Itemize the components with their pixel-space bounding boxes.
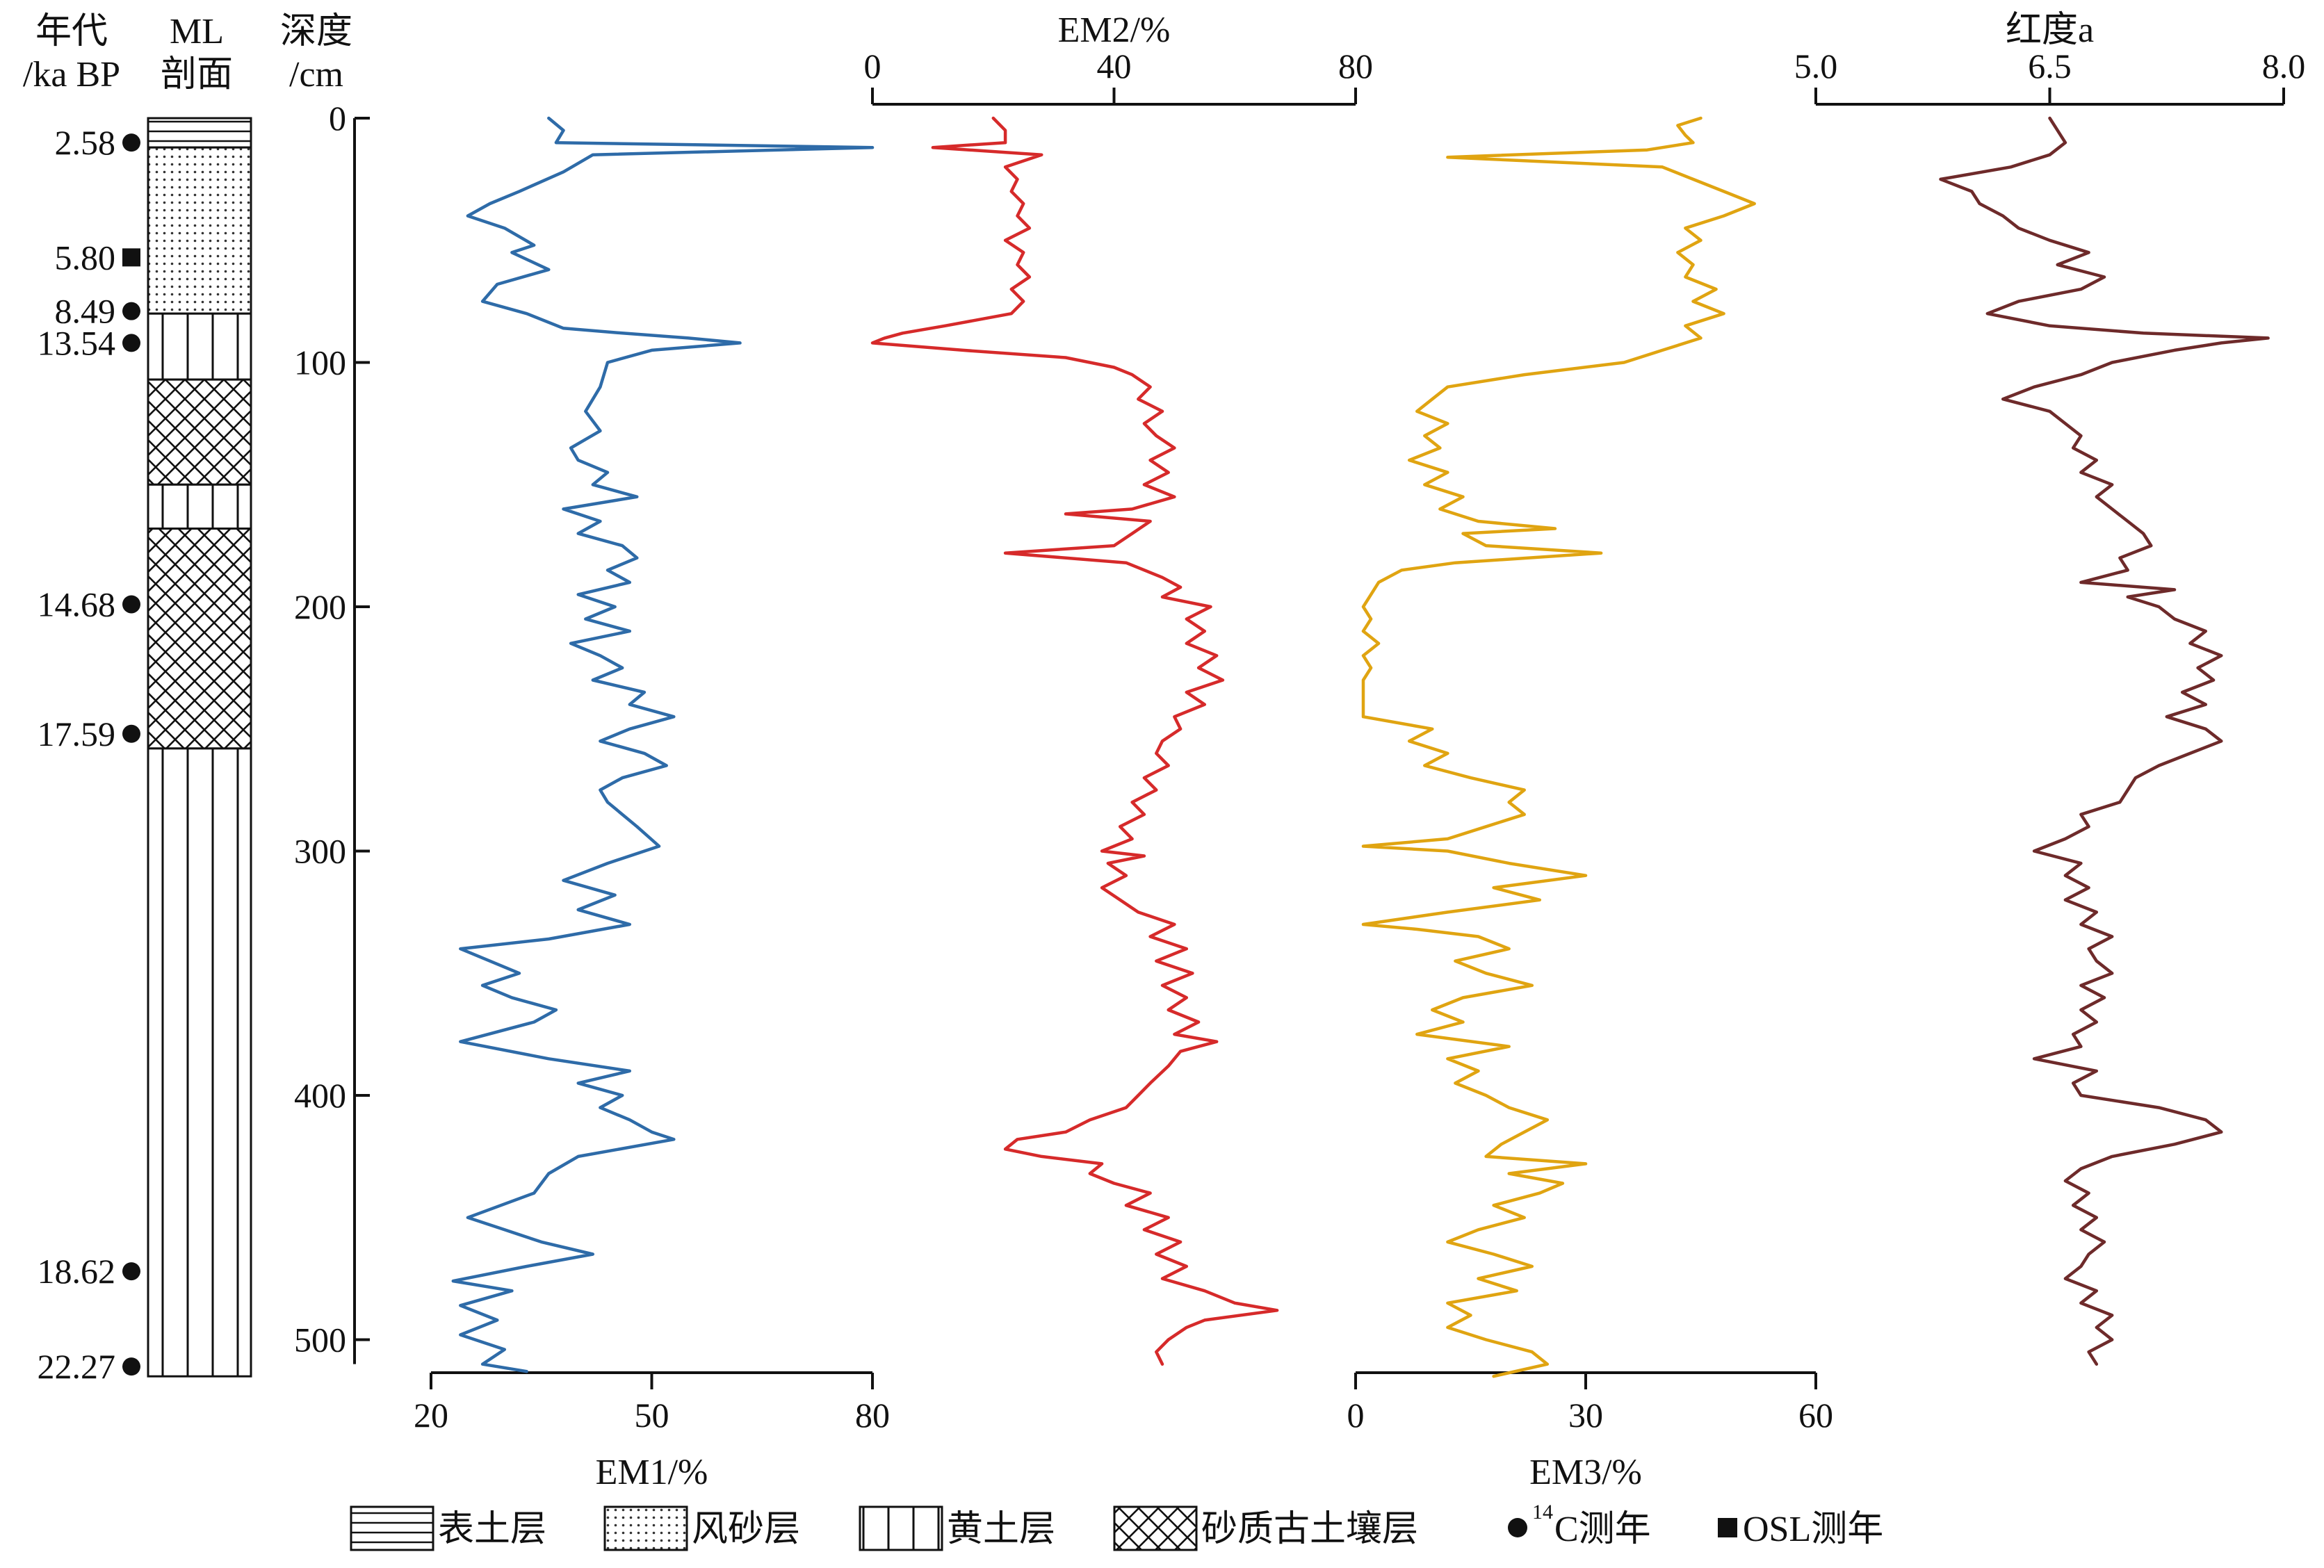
c14-marker-17-59 bbox=[122, 724, 140, 743]
legend-swatch-topsoil bbox=[350, 1505, 434, 1551]
strat-layer-3 bbox=[147, 378, 252, 486]
depth-tick-label-200: 200 bbox=[294, 587, 346, 626]
em1-tick-label-2: 80 bbox=[855, 1396, 890, 1435]
age-header-line2: /ka BP bbox=[23, 55, 120, 95]
strat-layer-6 bbox=[147, 747, 252, 1378]
depth-axis: 0 100 200 300 400 500 bbox=[294, 99, 370, 1364]
em2-tick-label-1: 40 bbox=[1097, 47, 1132, 85]
c14-marker-14-68 bbox=[122, 595, 140, 614]
strat-layer-0 bbox=[147, 117, 252, 149]
series-line-a bbox=[1939, 116, 2270, 1366]
age-label-5-80: 5.80 bbox=[55, 238, 116, 277]
em3-tick-label-0: 0 bbox=[1347, 1396, 1365, 1435]
em3-tick-label-2: 60 bbox=[1798, 1396, 1833, 1435]
age-label-14-68: 14.68 bbox=[38, 585, 116, 623]
depth-header-line2: /cm bbox=[289, 55, 343, 95]
depth-tick-label-500: 500 bbox=[294, 1321, 346, 1359]
series-line-em2 bbox=[870, 116, 1279, 1366]
age-label-22-27: 22.27 bbox=[38, 1347, 116, 1386]
stratigraphic-column bbox=[147, 117, 252, 1378]
legend-osl-marker-icon bbox=[1718, 1518, 1737, 1537]
legend-swatch-aeolian-sand bbox=[603, 1505, 688, 1551]
series-line-em1 bbox=[451, 116, 875, 1373]
age-label-2-58: 2.58 bbox=[55, 123, 116, 162]
legend-14c-superscript: 14 bbox=[1532, 1501, 1553, 1524]
legend-swatch-sandy-paleosol bbox=[1113, 1505, 1198, 1551]
age-label-13-54: 13.54 bbox=[38, 323, 116, 362]
osl-marker-5-80 bbox=[122, 248, 140, 267]
section-header-line2: 剖面 bbox=[161, 55, 233, 95]
c14-marker-18-62 bbox=[122, 1262, 140, 1281]
em2-tick-label-2: 80 bbox=[1338, 47, 1373, 85]
legend-label-loess: 黄土层 bbox=[947, 1510, 1055, 1549]
a-tick-label-1: 6.5 bbox=[2028, 47, 2072, 85]
a-tick-label-2: 8.0 bbox=[2262, 47, 2306, 85]
a-axis-title: 红度a bbox=[2006, 10, 2094, 50]
em1-tick-label-1: 50 bbox=[635, 1396, 669, 1435]
a-tick-label-0: 5.0 bbox=[1794, 47, 1838, 85]
c14-marker-13-54 bbox=[122, 334, 140, 352]
depth-tick-label-100: 100 bbox=[294, 343, 346, 382]
legend-label-topsoil: 表土层 bbox=[438, 1510, 546, 1549]
legend-label-aeolian-sand: 风砂层 bbox=[692, 1510, 800, 1549]
em2-axis-title: EM2/% bbox=[1058, 10, 1171, 50]
em2-tick-label-0: 0 bbox=[864, 47, 881, 85]
depth-header-line1: 深度 bbox=[280, 12, 352, 51]
series-line-em3 bbox=[1361, 116, 1756, 1378]
age-label-17-59: 17.59 bbox=[38, 714, 116, 753]
strat-layer-4 bbox=[147, 483, 252, 530]
depth-tick-label-400: 400 bbox=[294, 1076, 346, 1115]
legend-label-osl: OSL测年 bbox=[1743, 1510, 1883, 1549]
legend-label-14c: C测年 bbox=[1554, 1510, 1651, 1549]
c14-marker-2-58 bbox=[122, 133, 140, 152]
value-axes: 20 50 80 EM1/% 0 40 80 EM2/% 0 30 60 EM3/% 5.0 6.5 8.0… bbox=[414, 10, 2305, 1492]
c14-marker-22-27 bbox=[122, 1357, 140, 1376]
legend: 表土层 风砂层 黄土层 砂质古土壤层 14 C测年 OSL测年 bbox=[350, 1501, 1883, 1551]
legend-swatch-loess bbox=[859, 1505, 943, 1551]
em1-axis-title: EM1/% bbox=[596, 1453, 708, 1492]
legend-label-sandy-paleosol: 砂质古土壤层 bbox=[1201, 1510, 1418, 1549]
age-label-18-62: 18.62 bbox=[38, 1252, 116, 1291]
legend-14c-marker-icon bbox=[1508, 1518, 1527, 1537]
strat-layer-5 bbox=[147, 528, 252, 750]
em3-tick-label-1: 30 bbox=[1568, 1396, 1603, 1435]
age-header-line1: 年代 bbox=[35, 12, 108, 51]
strat-layer-2 bbox=[147, 312, 252, 381]
c14-marker-8-49 bbox=[122, 302, 140, 320]
em3-axis-title: EM3/% bbox=[1529, 1453, 1642, 1492]
depth-tick-label-0: 0 bbox=[329, 99, 346, 138]
age-label-8-49: 8.49 bbox=[55, 292, 116, 331]
series-lines bbox=[451, 116, 2270, 1378]
depth-tick-label-300: 300 bbox=[294, 832, 346, 871]
em1-tick-label-0: 20 bbox=[414, 1396, 448, 1435]
section-header-line1: ML bbox=[170, 12, 224, 51]
strat-layer-1 bbox=[147, 146, 252, 315]
